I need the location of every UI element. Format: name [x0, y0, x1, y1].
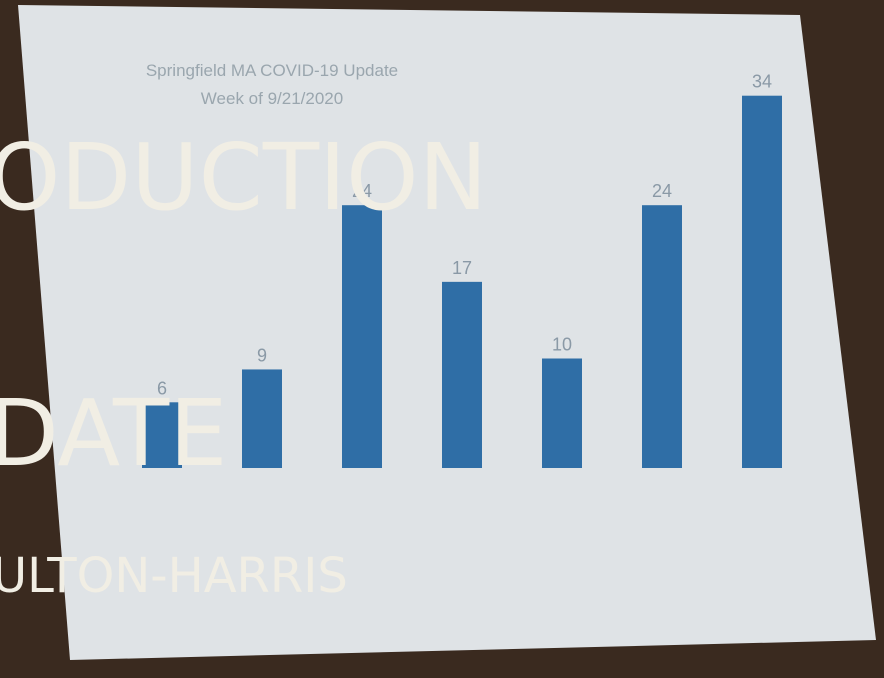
data-label: 9 — [257, 345, 267, 365]
bar — [542, 359, 582, 469]
bar — [642, 205, 682, 468]
slide: Springfield MA COVID-19 Update Week of 9… — [0, 0, 884, 678]
title-fragment: ODUCTION — [0, 132, 487, 224]
bar — [742, 96, 782, 468]
chart-title: Springfield MA COVID-19 Update — [146, 61, 398, 80]
subtitle-fragment: DATE — [0, 388, 227, 480]
author-fragment: ULTON-HARRIS — [0, 552, 348, 600]
bar — [242, 369, 282, 468]
data-label: 34 — [752, 72, 772, 92]
chart-subtitle: Week of 9/21/2020 — [201, 89, 343, 108]
bar — [442, 282, 482, 468]
bar — [342, 205, 382, 468]
data-label: 24 — [652, 181, 672, 201]
data-label: 10 — [552, 335, 572, 355]
data-label: 17 — [452, 258, 472, 278]
